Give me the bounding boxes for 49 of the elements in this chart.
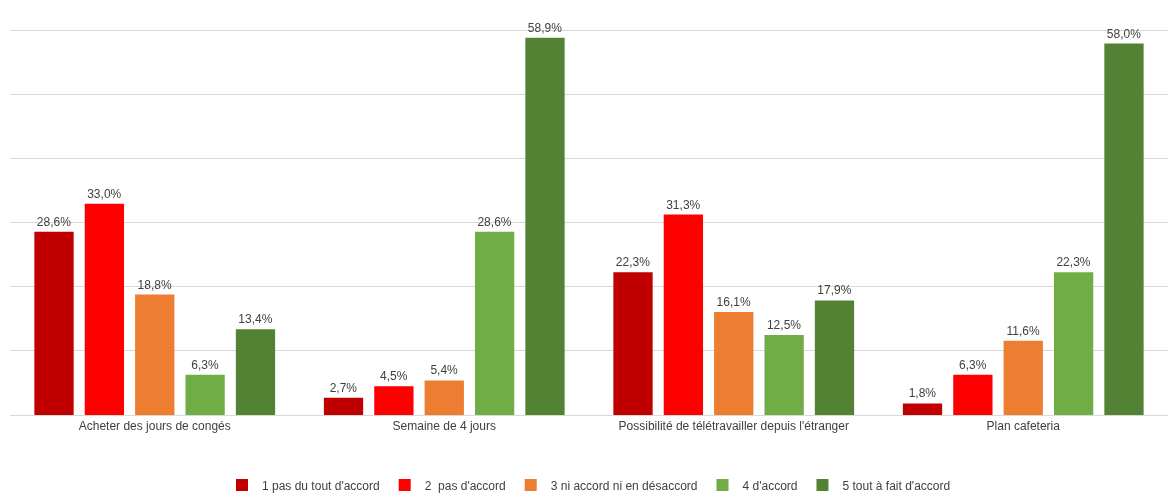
- bar: [34, 231, 74, 415]
- x-tick-label: Acheter des jours de congés: [78, 419, 231, 434]
- data-label: 58,0%: [1106, 26, 1142, 41]
- data-label: 11,6%: [1006, 323, 1040, 338]
- bar: [525, 37, 565, 415]
- data-label: 13,4%: [238, 312, 273, 327]
- bar: [764, 334, 804, 415]
- bar: [323, 397, 364, 415]
- bar: [714, 311, 754, 415]
- data-label: 16,1%: [716, 294, 751, 309]
- x-tick-label: Semaine de 4 jours: [392, 419, 496, 434]
- data-label: 18,8%: [137, 277, 172, 292]
- legend-label: 5 tout à fait d'accord: [842, 478, 951, 493]
- bar: [663, 214, 704, 415]
- data-label: 4,5%: [380, 369, 408, 384]
- legend-label: 3 ni accord ni en désaccord: [550, 478, 698, 493]
- bar: [1003, 340, 1043, 415]
- data-label: 33,0%: [87, 186, 122, 201]
- bar: [374, 386, 414, 415]
- bar: [1053, 272, 1094, 415]
- x-tick-label: Plan cafeteria: [986, 419, 1061, 434]
- bar: [424, 380, 464, 415]
- data-label: 12,5%: [766, 317, 802, 332]
- x-tick-label: Possibilité de télétravailler depuis l'étranger: [618, 419, 849, 434]
- data-label: 2,7%: [329, 380, 358, 395]
- data-label: 22,3%: [1056, 255, 1091, 270]
- data-label: 28,6%: [36, 214, 72, 229]
- legend-label: 4 d'accord: [742, 478, 798, 493]
- bar: [1104, 43, 1144, 415]
- data-label: 17,9%: [817, 283, 852, 298]
- bar: [474, 231, 515, 415]
- data-label: 22,3%: [615, 255, 651, 270]
- bar: [953, 374, 993, 415]
- bar: [902, 403, 943, 415]
- bar: [613, 272, 653, 415]
- data-label: 58,9%: [527, 20, 563, 35]
- legend-label: 2 pas d'accord: [424, 478, 506, 493]
- bar: [185, 374, 225, 415]
- bar: [814, 300, 855, 415]
- legend-label: 1 pas du tout d'accord: [262, 478, 380, 493]
- bar: [84, 203, 125, 415]
- data-label: 6,3%: [959, 357, 987, 372]
- data-label: 5,4%: [430, 363, 459, 378]
- bar: [235, 329, 276, 415]
- data-label: 28,6%: [477, 214, 512, 229]
- data-label: 1,8%: [908, 386, 937, 401]
- bar: [135, 294, 175, 415]
- data-label: 31,3%: [666, 197, 701, 212]
- data-label: 6,3%: [191, 357, 219, 372]
